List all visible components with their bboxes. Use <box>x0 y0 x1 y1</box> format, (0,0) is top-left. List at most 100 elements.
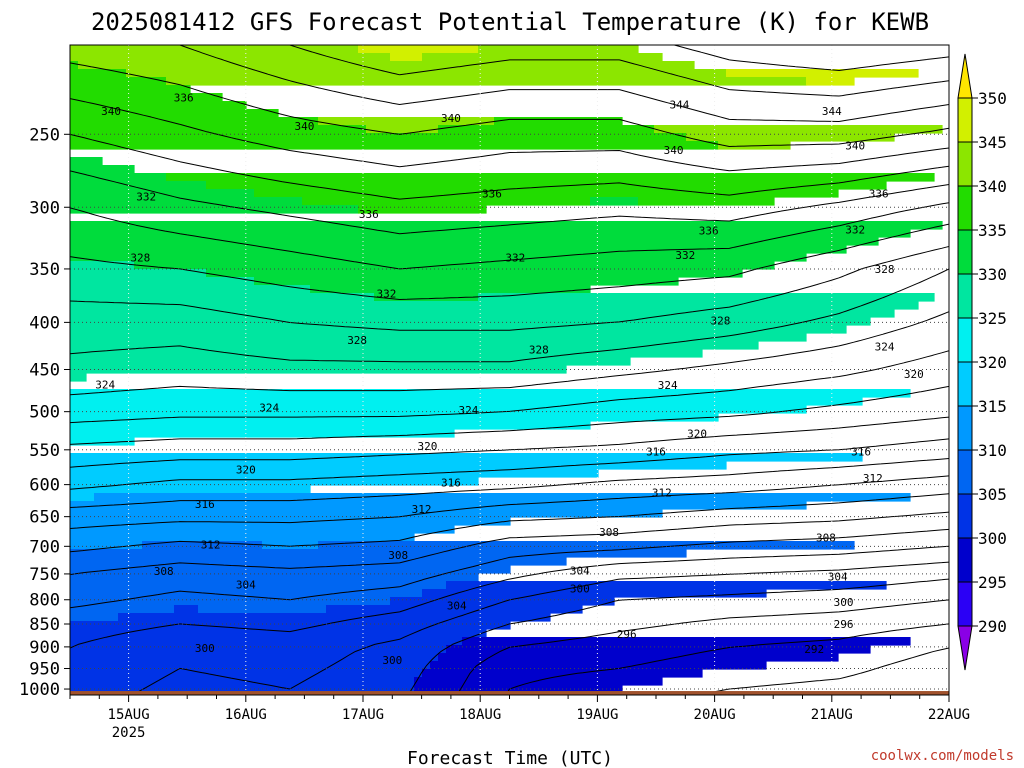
theta-cell <box>70 45 359 54</box>
theta-cell <box>206 269 743 278</box>
theta-cell <box>638 197 775 206</box>
contour-label: 304 <box>570 565 590 578</box>
theta-cell <box>70 429 455 438</box>
theta-contour-342 <box>179 45 949 122</box>
theta-cell <box>70 117 319 126</box>
theta-cell <box>70 509 663 518</box>
colorbar-band <box>957 97 973 143</box>
theta-cell <box>422 53 663 62</box>
contour-label: 300 <box>834 596 854 609</box>
y-tick-label: 950 <box>29 660 60 680</box>
theta-cell <box>118 613 551 622</box>
theta-cell <box>166 173 935 182</box>
theta-cell <box>70 565 511 574</box>
colorbar-band <box>957 141 973 187</box>
theta-contour-324 <box>70 311 949 396</box>
contour-label: 324 <box>259 402 279 415</box>
contour-label: 316 <box>195 498 215 511</box>
theta-cell <box>70 501 807 510</box>
contour-label: 328 <box>711 314 731 327</box>
theta-cell <box>374 293 479 302</box>
contour-label: 332 <box>377 287 397 300</box>
theta-cell <box>70 629 487 638</box>
colorbar-label: 320 <box>978 353 1007 372</box>
x-tick-label: 19AUG <box>576 707 618 723</box>
theta-cell <box>70 133 687 142</box>
theta-cell <box>70 85 191 94</box>
theta-cell <box>70 645 447 654</box>
theta-cell <box>438 653 839 662</box>
contour-label: 300 <box>195 642 215 655</box>
theta-cell <box>462 637 911 646</box>
theta-cell <box>70 317 871 326</box>
contour-label: 296 <box>617 628 637 641</box>
theta-cell <box>70 397 863 406</box>
theta-cell <box>310 285 591 294</box>
y-tick-label: 800 <box>29 591 60 611</box>
chart-title: 2025081412 GFS Forecast Potential Temper… <box>91 8 929 36</box>
theta-cell <box>70 157 103 166</box>
colorbar-label: 300 <box>978 529 1007 548</box>
y-axis: 250 300 350 400 450 500 550 600 650 700 750 800 850 9… <box>19 125 70 700</box>
theta-cell <box>806 77 855 86</box>
theta-cell <box>414 677 663 686</box>
theta-cell <box>70 173 167 182</box>
contour-label: 336 <box>359 208 379 221</box>
grid-lines <box>70 45 949 695</box>
contour-label: 292 <box>804 643 824 656</box>
contour-label: 304 <box>447 600 467 613</box>
contour-label: 340 <box>664 144 684 157</box>
theta-cell <box>422 669 703 678</box>
colorbar-band <box>957 581 973 627</box>
colorbar-label: 350 <box>978 89 1007 108</box>
colorbar-label: 330 <box>978 265 1007 284</box>
colorbar-label: 340 <box>978 177 1007 196</box>
contour-label: 336 <box>699 225 719 238</box>
colorbar-band <box>957 493 973 539</box>
colorbar-band <box>957 405 973 451</box>
theta-contour-lines <box>70 45 949 695</box>
y-tick-label: 700 <box>29 537 60 557</box>
ground-surface <box>70 691 949 695</box>
contour-label: 308 <box>388 549 408 562</box>
contour-label: 296 <box>834 618 854 631</box>
contour-label: 316 <box>441 477 461 490</box>
theta-cell <box>70 77 167 86</box>
contour-label: 328 <box>130 251 150 264</box>
theta-contour-338 <box>70 98 949 172</box>
theta-cell <box>70 557 567 566</box>
theta-contour-336 <box>70 133 949 200</box>
theta-contour-328 <box>70 246 949 331</box>
theta-cell <box>70 61 79 70</box>
theta-contour-320 <box>70 385 949 445</box>
contour-label: 324 <box>875 341 895 354</box>
theta-cell <box>70 197 303 206</box>
y-tick-label: 1000 <box>19 680 60 700</box>
contour-label: 336 <box>174 91 194 104</box>
theta-contour-316 <box>70 438 949 490</box>
theta-cell <box>70 245 847 254</box>
x-tick-label: 16AUG <box>225 707 267 723</box>
theta-cell <box>478 293 935 302</box>
x-axis: 15AUG 2025 16AUG 17AUG 18AUG 19AUG 20AUG 21AUG 2… <box>69 695 970 741</box>
theta-cell <box>70 485 311 494</box>
credit-link[interactable]: coolwx.com/models <box>871 748 1014 764</box>
y-tick-label: 650 <box>29 508 60 528</box>
theta-cell <box>70 309 895 318</box>
contour-label: 308 <box>599 526 619 539</box>
theta-cell <box>318 117 495 126</box>
theta-cell <box>70 93 223 102</box>
contour-label: 320 <box>687 427 707 440</box>
theta-cell <box>70 301 919 310</box>
theta-cell <box>366 125 439 134</box>
y-tick-label: 500 <box>29 403 60 423</box>
theta-contour-326 <box>70 268 949 363</box>
theta-cell <box>70 205 359 214</box>
y-tick-label: 550 <box>29 441 60 461</box>
theta-cell <box>70 229 911 238</box>
theta-cell <box>422 589 767 598</box>
contour-label: 308 <box>816 532 836 545</box>
contour-label: 304 <box>236 578 256 591</box>
theta-cell <box>70 597 391 606</box>
